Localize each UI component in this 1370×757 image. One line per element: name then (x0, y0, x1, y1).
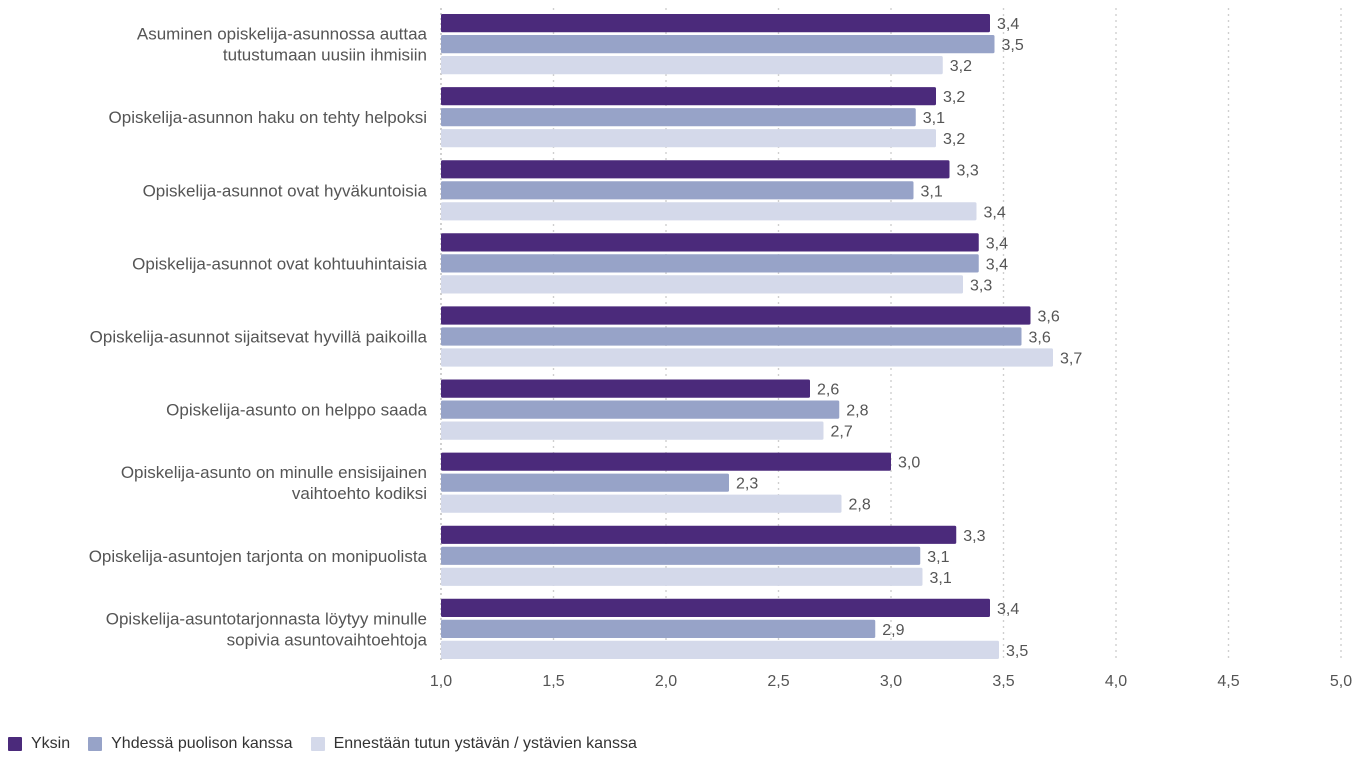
bar (441, 525, 957, 544)
bar (441, 640, 999, 659)
data-label: 3,7 (1060, 351, 1082, 368)
bar (441, 379, 810, 398)
data-label: 2,6 (817, 382, 839, 399)
category-label: Opiskelija-asuntojen tarjonta on monipuo… (89, 547, 428, 566)
data-label: 3,4 (984, 204, 1006, 221)
data-label: 3,6 (1029, 330, 1051, 347)
data-label: 2,8 (849, 497, 871, 514)
legend-item-ystavien[interactable]: Ennestään tutun ystävän / ystävien kanss… (310, 735, 637, 753)
category-label: Opiskelija-asunto on helppo saada (166, 401, 427, 420)
data-label: 3,5 (1006, 643, 1028, 660)
data-label: 3,4 (986, 256, 1008, 273)
category-label: Opiskelija-asunnot ovat kohtuuhintaisia (132, 254, 427, 273)
bar (441, 35, 995, 54)
x-tick-label: 5,0 (1330, 673, 1352, 690)
bar (441, 619, 876, 638)
bar (441, 87, 936, 106)
data-label: 3,2 (943, 89, 965, 106)
data-label: 2,9 (882, 622, 904, 639)
category-label: Opiskelija-asunnot sijaitsevat hyvillä p… (90, 328, 428, 347)
bar (441, 452, 891, 471)
legend-label-ystavien: Ennestään tutun ystävän / ystävien kanss… (333, 735, 637, 752)
data-label: 3,3 (963, 528, 985, 545)
bar (441, 160, 950, 179)
x-tick-label: 4,5 (1217, 673, 1239, 690)
category-label: Opiskelija-asunto on minulle ensisijaine… (121, 463, 427, 503)
data-label: 3,2 (950, 58, 972, 75)
data-label: 3,4 (997, 16, 1019, 33)
legend-label-yksin: Yksin (31, 735, 71, 752)
category-label: Opiskelija-asunnot ovat hyväkuntoisia (143, 181, 428, 200)
data-label: 3,4 (986, 235, 1008, 252)
bar (441, 473, 729, 492)
bar (441, 56, 943, 75)
legend-item-puolison[interactable]: Yhdessä puolison kanssa (88, 735, 293, 753)
chart-svg: 1,0 1,5 2,0 2,5 3,0 3,5 4,0 4,5 5,0 Asuminen opis… (89, 8, 1352, 690)
data-label: 3,1 (930, 570, 952, 587)
category-label: Asuminen opiskelija-asunnossa auttaa tutu… (137, 25, 428, 65)
bar (441, 129, 936, 148)
data-label: 3,1 (927, 549, 949, 566)
data-label: 3,3 (970, 277, 992, 294)
bar (441, 108, 916, 127)
bar (441, 494, 842, 513)
data-label: 3,2 (943, 131, 965, 148)
bar (441, 421, 824, 440)
bar (441, 233, 979, 252)
legend-swatch-puolison (88, 737, 103, 751)
legend-item-yksin[interactable]: Yksin (8, 735, 70, 753)
data-label: 2,8 (846, 403, 868, 420)
legend-label-puolison: Yhdessä puolison kanssa (111, 735, 293, 752)
data-label: 2,3 (736, 476, 758, 493)
bar (441, 327, 1022, 346)
data-label: 3,1 (921, 183, 943, 200)
x-tick-label: 3,0 (880, 673, 902, 690)
data-label: 3,6 (1038, 309, 1060, 326)
data-label: 3,5 (1002, 37, 1024, 54)
bar (441, 275, 963, 294)
x-tick-label: 4,0 (1105, 673, 1127, 690)
x-tick-label: 3,5 (992, 673, 1014, 690)
legend-swatch-ystavien (310, 737, 325, 751)
data-label: 3,0 (898, 455, 920, 472)
bar (441, 202, 977, 221)
bar (441, 400, 840, 419)
x-tick-label: 1,5 (542, 673, 564, 690)
x-tick-label: 1,0 (430, 673, 452, 690)
bar (441, 546, 921, 565)
bar (441, 348, 1053, 367)
category-label: Opiskelija-asunnon haku on tehty helpoks… (109, 108, 427, 127)
data-label: 3,1 (923, 110, 945, 127)
bar (441, 598, 990, 617)
data-label: 2,7 (831, 424, 853, 441)
legend: Yksin Yhdessä puolison kanssa Ennestään … (8, 735, 655, 753)
bar (441, 14, 990, 33)
data-label: 3,3 (957, 162, 979, 179)
legend-swatch-yksin (8, 737, 22, 751)
x-tick-label: 2,0 (655, 673, 677, 690)
bar (441, 567, 923, 586)
bar (441, 306, 1031, 325)
category-label: Opiskelija-asuntotarjonnasta löytyy minu… (106, 609, 428, 649)
x-tick-label: 2,5 (767, 673, 789, 690)
data-label: 3,4 (997, 601, 1019, 618)
bar (441, 181, 914, 200)
bar (441, 254, 979, 273)
